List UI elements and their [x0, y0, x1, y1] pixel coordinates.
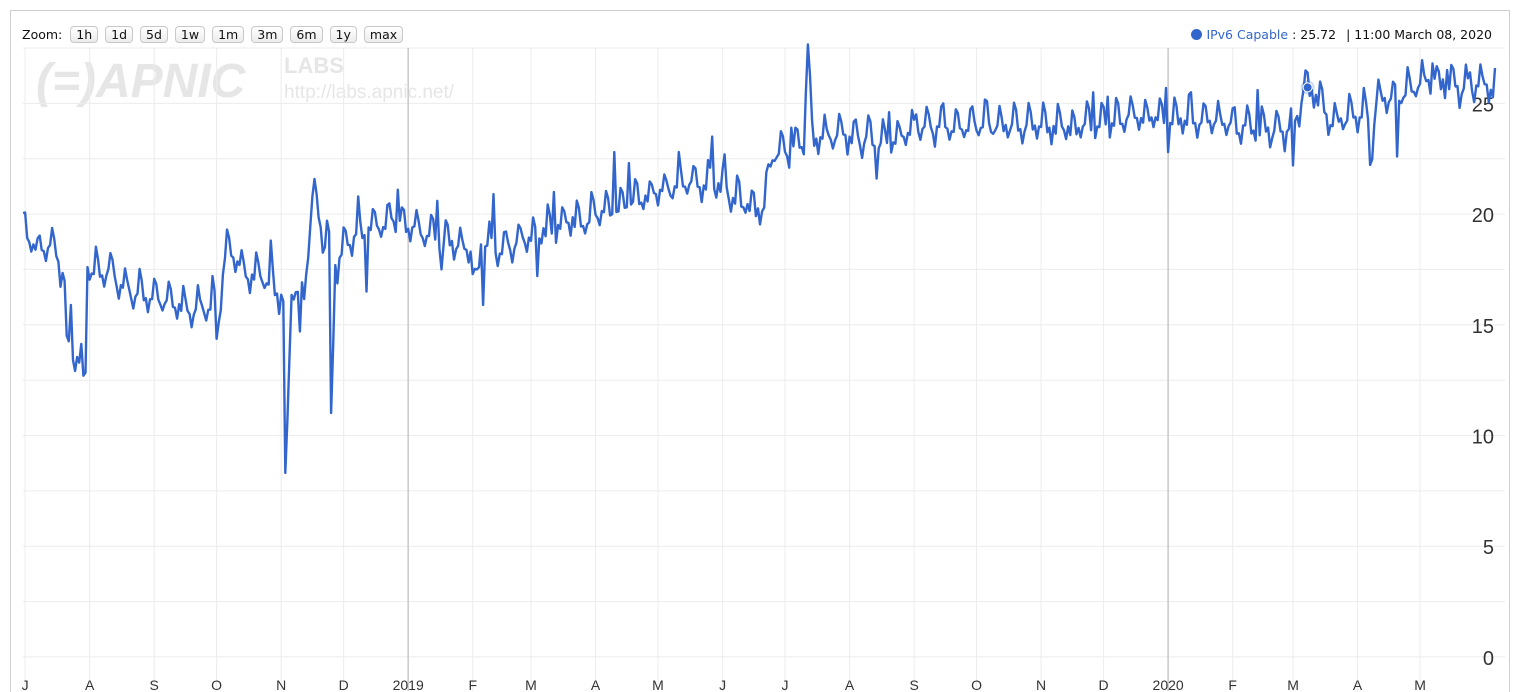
y-tick-label: 5	[1483, 537, 1494, 559]
zoom-1w-button[interactable]: 1w	[174, 25, 206, 43]
zoom-6m-button[interactable]: 6m	[290, 25, 323, 43]
y-tick-label: 10	[1472, 427, 1494, 449]
x-tick-label: O	[211, 677, 222, 691]
x-tick-label: J	[719, 677, 726, 691]
legend: IPv6 Capable : 25.72 | 11:00 March 08, 2…	[1191, 24, 1492, 44]
x-tick-label: N	[1036, 677, 1046, 691]
x-tick-label: 2019	[393, 677, 424, 691]
x-tick-label: M	[525, 677, 537, 691]
x-tick-label: A	[85, 677, 95, 691]
x-tick-label: D	[339, 677, 349, 691]
x-tick-label: M	[1414, 677, 1426, 691]
watermark: (=)APNIC LABS http://labs.apnic.net/	[36, 53, 455, 108]
zoom-1d-button[interactable]: 1d	[105, 25, 134, 43]
series-layer	[22, 43, 1497, 475]
legend-value: : 25.72	[1292, 26, 1337, 42]
zoom-label: Zoom:	[22, 26, 63, 42]
watermark-url: http://labs.apnic.net/	[284, 82, 455, 103]
hover-marker	[1302, 82, 1313, 93]
series-line-ipv6-capable	[22, 43, 1497, 475]
x-tick-label: A	[845, 677, 855, 691]
x-tick-label: S	[909, 677, 918, 691]
zoom-1m-button[interactable]: 1m	[212, 25, 245, 43]
x-tick-label: A	[591, 677, 601, 691]
x-tick-label: A	[1353, 677, 1363, 691]
x-tick-label: J	[782, 677, 789, 691]
x-tick-label: F	[468, 677, 477, 691]
y-tick-label: 20	[1472, 205, 1494, 227]
legend-timestamp: | 11:00 March 08, 2020	[1346, 26, 1492, 42]
x-tick-label: M	[652, 677, 664, 691]
x-tick-label: 2020	[1153, 677, 1184, 691]
zoom-1h-button[interactable]: 1h	[70, 25, 99, 43]
watermark-logo: (=)APNIC	[36, 55, 247, 108]
zoom-max-button[interactable]: max	[363, 25, 404, 43]
x-tick-label: O	[971, 677, 982, 691]
zoom-5d-button[interactable]: 5d	[140, 25, 168, 43]
x-tick-label: S	[149, 677, 158, 691]
y-tick-label: 15	[1472, 316, 1494, 338]
x-axis: J A S O N D 2019 F M A M J J A S O N D 2020 F M A M	[22, 677, 1426, 691]
legend-dot-icon	[1191, 28, 1203, 40]
zoom-3m-button[interactable]: 3m	[251, 25, 284, 43]
gridlines	[23, 47, 1505, 691]
y-tick-label: 0	[1483, 648, 1494, 670]
x-tick-label: F	[1228, 677, 1237, 691]
zoom-bar: Zoom: 1h 1d 5d 1w 1m 3m 6m 1y max	[22, 24, 410, 44]
zoom-1y-button[interactable]: 1y	[329, 25, 357, 43]
x-tick-label: D	[1099, 677, 1109, 691]
x-tick-label: N	[276, 677, 286, 691]
x-tick-label: J	[22, 677, 29, 691]
watermark-labs: LABS	[284, 53, 344, 78]
x-tick-label: M	[1287, 677, 1299, 691]
legend-series-name[interactable]: IPv6 Capable	[1206, 26, 1289, 42]
